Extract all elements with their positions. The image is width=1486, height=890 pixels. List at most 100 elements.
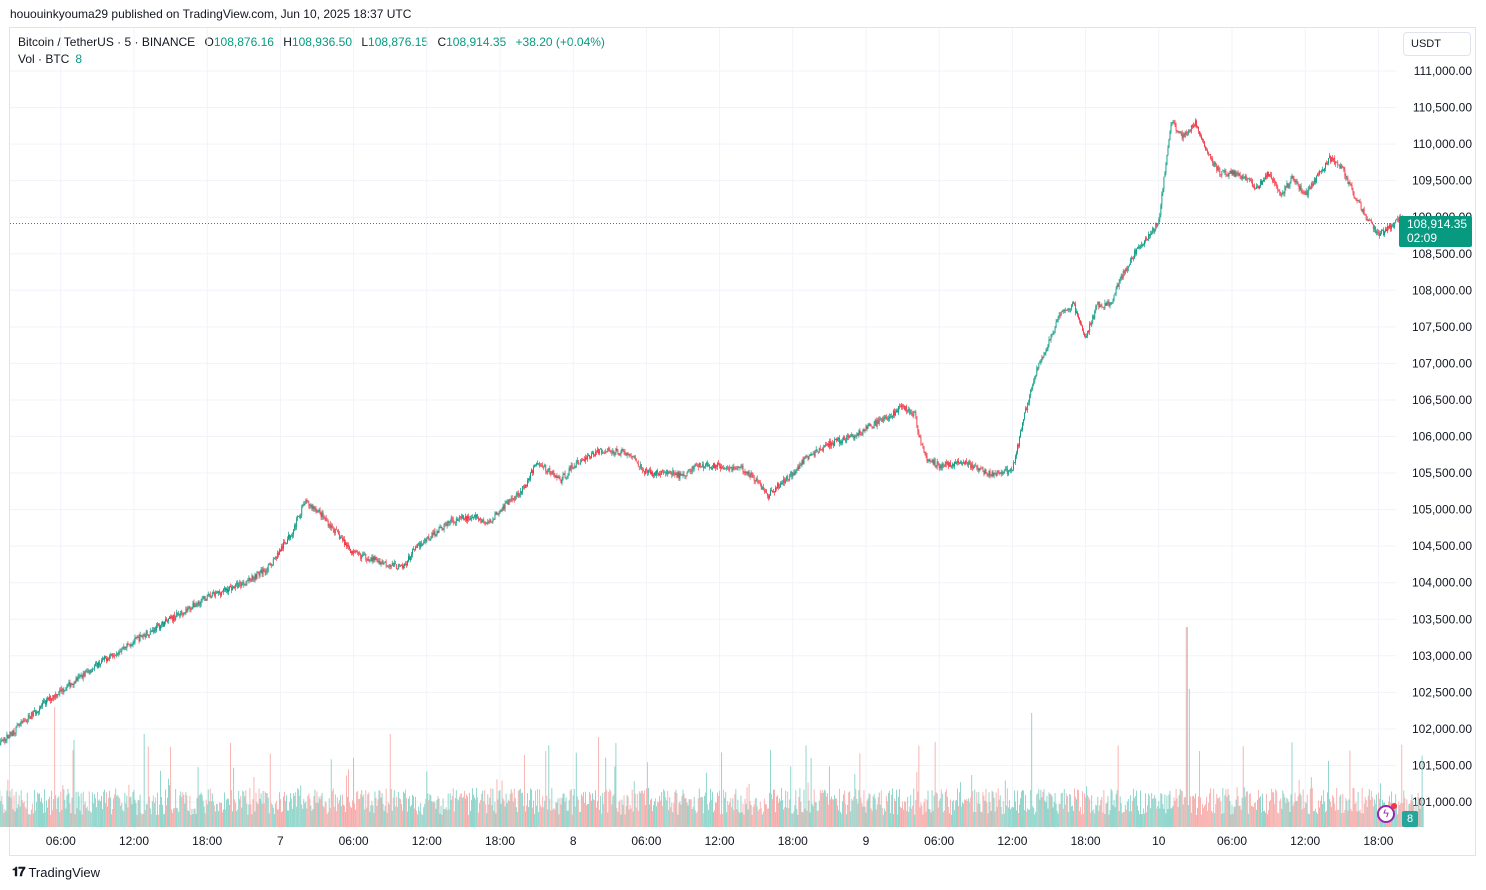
volume-bar <box>528 807 529 827</box>
candle-body <box>701 464 703 467</box>
candle-body <box>1121 275 1123 279</box>
candle-body <box>422 543 424 546</box>
volume-bar <box>231 790 233 827</box>
candle-body <box>512 498 514 500</box>
volume-bar <box>312 808 314 827</box>
candle-body <box>569 468 571 471</box>
symbol-title[interactable]: Bitcoin / TetherUS · 5 · BINANCE <box>18 35 196 49</box>
volume-bar <box>419 810 421 827</box>
candle-body <box>990 475 992 477</box>
volume-bar <box>962 802 964 827</box>
candle-body <box>207 594 209 596</box>
volume-bar <box>683 793 685 827</box>
candle-body <box>1031 388 1033 390</box>
candle-body <box>1228 173 1230 177</box>
volume-bar <box>1002 801 1004 827</box>
volume-bar <box>610 790 612 827</box>
candle-body <box>1216 164 1218 171</box>
tradingview-brand[interactable]: 𝟏𝟕 TradingView <box>12 864 100 880</box>
candle-body <box>1119 279 1121 282</box>
candle-body <box>1357 200 1359 202</box>
volume-bar <box>711 800 712 827</box>
candle-body <box>870 424 872 427</box>
candle-body <box>229 586 230 590</box>
volume-bar <box>202 800 204 827</box>
candle-body <box>910 412 912 414</box>
lightning-icon[interactable]: ϟ <box>1377 805 1395 823</box>
volume-bar <box>1198 796 1199 827</box>
volume-bar <box>191 808 193 827</box>
candle-body <box>912 413 914 416</box>
tradingview-logo-icon: 𝟏𝟕 <box>12 864 26 879</box>
candle-body <box>202 598 204 600</box>
candle-body <box>1178 131 1180 133</box>
candle-body <box>1214 162 1216 166</box>
volume-bar <box>756 806 758 827</box>
candle-body <box>1224 170 1226 172</box>
candle-body <box>1245 176 1247 180</box>
volume-bar <box>1310 777 1312 827</box>
candle-body <box>907 410 909 412</box>
volume-label[interactable]: Vol · BTC <box>18 52 70 66</box>
candle-body <box>950 466 952 468</box>
candle-body <box>860 433 862 435</box>
volume-bar <box>546 795 548 827</box>
y-tick-label: 104,000.00 <box>1412 576 1472 590</box>
volume-bar <box>594 800 595 827</box>
volume-bar <box>1238 805 1240 827</box>
y-tick-label: 102,500.00 <box>1412 685 1472 699</box>
volume-bar <box>171 809 173 827</box>
volume-bar <box>1037 793 1039 827</box>
candle-body <box>539 463 541 466</box>
volume-bar <box>1281 808 1283 827</box>
candle-body <box>578 463 580 465</box>
candle-body <box>1032 384 1034 389</box>
y-tick-label: 106,000.00 <box>1412 430 1472 444</box>
candle-body <box>673 470 675 474</box>
volume-bar <box>1224 795 1226 827</box>
candle-body <box>564 473 566 478</box>
candle-body <box>1001 471 1003 475</box>
volume-bar <box>1343 812 1345 827</box>
volume-bar <box>1035 811 1037 827</box>
candle-body <box>448 521 450 524</box>
volume-bar <box>101 795 102 827</box>
volume-bar <box>230 743 232 827</box>
candle-body <box>324 517 326 519</box>
candle-body <box>873 423 875 428</box>
candle-body <box>1313 178 1315 184</box>
volume-bar <box>643 790 645 827</box>
volume-bar <box>639 793 641 827</box>
candle-body <box>224 587 225 590</box>
volume-bar <box>523 754 525 827</box>
volume-bar <box>75 791 77 827</box>
volume-bar <box>1181 791 1183 827</box>
volume-bar <box>1350 809 1352 827</box>
candle-body <box>57 694 59 697</box>
candle-body <box>606 451 608 453</box>
volume-bar <box>1046 795 1048 827</box>
volume-bar <box>26 792 28 827</box>
volume-bar <box>1280 798 1282 827</box>
candle-body <box>1377 232 1379 234</box>
candle-body <box>363 554 365 556</box>
volume-bar <box>1207 810 1209 827</box>
volume-bar <box>100 801 101 827</box>
volume-bar <box>1359 809 1361 827</box>
candle-body <box>715 465 716 468</box>
candle-body <box>453 522 455 524</box>
volume-bar <box>93 793 95 827</box>
candle-body <box>326 520 328 522</box>
candle-body <box>954 461 955 467</box>
candle-body <box>517 493 519 497</box>
currency-button[interactable]: USDT <box>1403 32 1471 56</box>
candle-body <box>911 412 913 414</box>
candle-body <box>375 557 377 559</box>
candle-body <box>160 625 161 630</box>
volume-bar <box>966 799 968 827</box>
candle-body <box>504 502 506 509</box>
candle-body <box>620 450 622 455</box>
candle-body <box>741 465 743 467</box>
candle-body <box>625 454 627 456</box>
